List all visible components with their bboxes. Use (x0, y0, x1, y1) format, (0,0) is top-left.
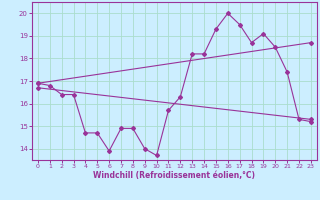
X-axis label: Windchill (Refroidissement éolien,°C): Windchill (Refroidissement éolien,°C) (93, 171, 255, 180)
